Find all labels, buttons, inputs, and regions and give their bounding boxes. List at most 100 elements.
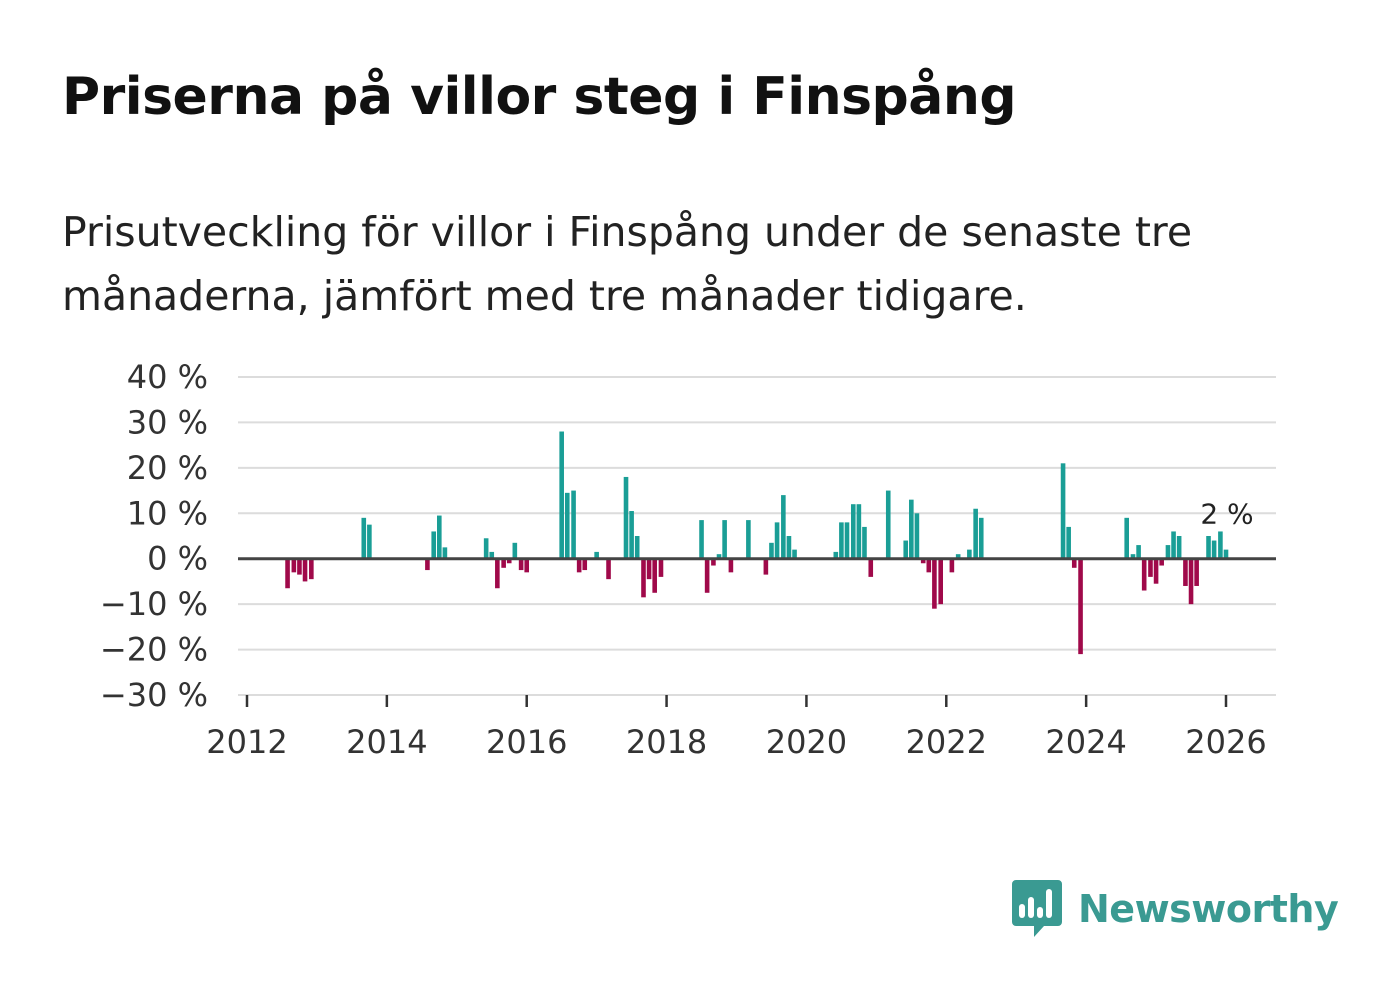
bar bbox=[833, 551, 839, 559]
bar bbox=[634, 536, 640, 559]
bar bbox=[582, 558, 588, 571]
bar bbox=[367, 524, 372, 559]
bar bbox=[856, 504, 862, 559]
bar bbox=[1153, 558, 1159, 584]
bar bbox=[512, 542, 518, 559]
bar bbox=[699, 520, 704, 559]
bar bbox=[559, 431, 564, 559]
x-tick-label: 2018 bbox=[626, 723, 707, 761]
bar bbox=[868, 558, 874, 577]
bar bbox=[442, 547, 448, 559]
bar bbox=[885, 490, 891, 559]
bar bbox=[524, 558, 530, 573]
grid-lines bbox=[238, 376, 1276, 696]
bar bbox=[483, 538, 489, 559]
y-tick-label: −10 % bbox=[100, 585, 208, 623]
bar bbox=[973, 508, 978, 559]
bar bbox=[914, 513, 920, 559]
bar bbox=[711, 558, 716, 566]
bar bbox=[1148, 558, 1153, 577]
bar bbox=[1188, 558, 1194, 605]
bar bbox=[728, 558, 734, 573]
bar bbox=[1176, 536, 1182, 559]
bar bbox=[501, 558, 506, 568]
bar bbox=[1211, 540, 1217, 559]
bar bbox=[425, 558, 430, 571]
x-tick-label: 2014 bbox=[346, 723, 427, 761]
bar bbox=[1165, 545, 1171, 559]
bar bbox=[1071, 558, 1077, 568]
bar bbox=[437, 515, 442, 559]
bar bbox=[1078, 558, 1083, 655]
bar bbox=[1066, 526, 1071, 559]
bar bbox=[1124, 517, 1130, 559]
bar bbox=[746, 520, 751, 559]
bar bbox=[302, 558, 308, 582]
y-tick-label: −30 % bbox=[100, 676, 208, 714]
brand-name: Newsworthy bbox=[1078, 887, 1339, 931]
bar bbox=[978, 517, 984, 559]
bar bbox=[623, 476, 629, 559]
bar bbox=[792, 549, 797, 559]
bar bbox=[769, 542, 774, 559]
bar bbox=[571, 490, 576, 559]
bar bbox=[938, 558, 943, 605]
chart-subtitle: Prisutveckling för villor i Finspång und… bbox=[62, 208, 1193, 320]
bar bbox=[1206, 536, 1211, 559]
bar bbox=[506, 558, 512, 564]
bar bbox=[1136, 545, 1141, 559]
bar bbox=[704, 558, 710, 593]
bar bbox=[839, 522, 844, 559]
bar bbox=[850, 504, 856, 559]
bar bbox=[309, 558, 314, 580]
y-tick-label: 20 % bbox=[127, 449, 208, 487]
bar bbox=[1171, 531, 1176, 559]
bar bbox=[926, 558, 932, 573]
annotations: 2 % bbox=[1200, 498, 1253, 531]
bar bbox=[431, 531, 437, 559]
bar bbox=[763, 558, 769, 575]
bar bbox=[518, 558, 524, 571]
y-tick-label: 10 % bbox=[127, 494, 208, 532]
y-tick-label: 40 % bbox=[127, 358, 208, 396]
tick-labels: 40 % 30 % 20 % 10 % 0 % −10 % −20 % −30 % 2012 20… bbox=[100, 358, 1267, 761]
x-tick-label: 2012 bbox=[206, 723, 287, 761]
bar bbox=[932, 558, 937, 609]
axes bbox=[238, 557, 1276, 707]
bar bbox=[786, 536, 792, 559]
bar bbox=[641, 558, 646, 598]
bar bbox=[844, 522, 850, 559]
bar bbox=[903, 540, 909, 559]
bars bbox=[285, 431, 1229, 655]
bar bbox=[489, 551, 495, 559]
x-tick-label: 2020 bbox=[766, 723, 847, 761]
bar bbox=[1130, 554, 1136, 559]
bar bbox=[781, 495, 786, 559]
y-tick-label: 0 % bbox=[147, 540, 208, 578]
bar bbox=[862, 526, 867, 559]
bar bbox=[606, 558, 611, 580]
bar bbox=[564, 492, 570, 559]
bar bbox=[629, 511, 634, 559]
bar bbox=[774, 522, 780, 559]
bar bbox=[1194, 558, 1199, 586]
y-tick-label: 30 % bbox=[127, 403, 208, 441]
bar bbox=[909, 499, 914, 559]
bar bbox=[1218, 531, 1223, 559]
bar bbox=[1183, 558, 1188, 586]
x-tick-label: 2026 bbox=[1185, 723, 1266, 761]
bar bbox=[949, 558, 955, 573]
bar bbox=[291, 558, 297, 573]
latest-value-label: 2 % bbox=[1200, 498, 1253, 531]
bar bbox=[1141, 558, 1147, 591]
bar bbox=[955, 554, 961, 559]
page-title: Priserna på villor steg i Finspång bbox=[62, 67, 1017, 127]
bar bbox=[1223, 549, 1229, 559]
bar bbox=[1060, 463, 1066, 559]
brand: Newsworthy bbox=[1012, 880, 1339, 938]
bar bbox=[1159, 558, 1164, 566]
bar bbox=[285, 558, 290, 589]
bar bbox=[361, 517, 367, 559]
bar bbox=[658, 558, 664, 577]
